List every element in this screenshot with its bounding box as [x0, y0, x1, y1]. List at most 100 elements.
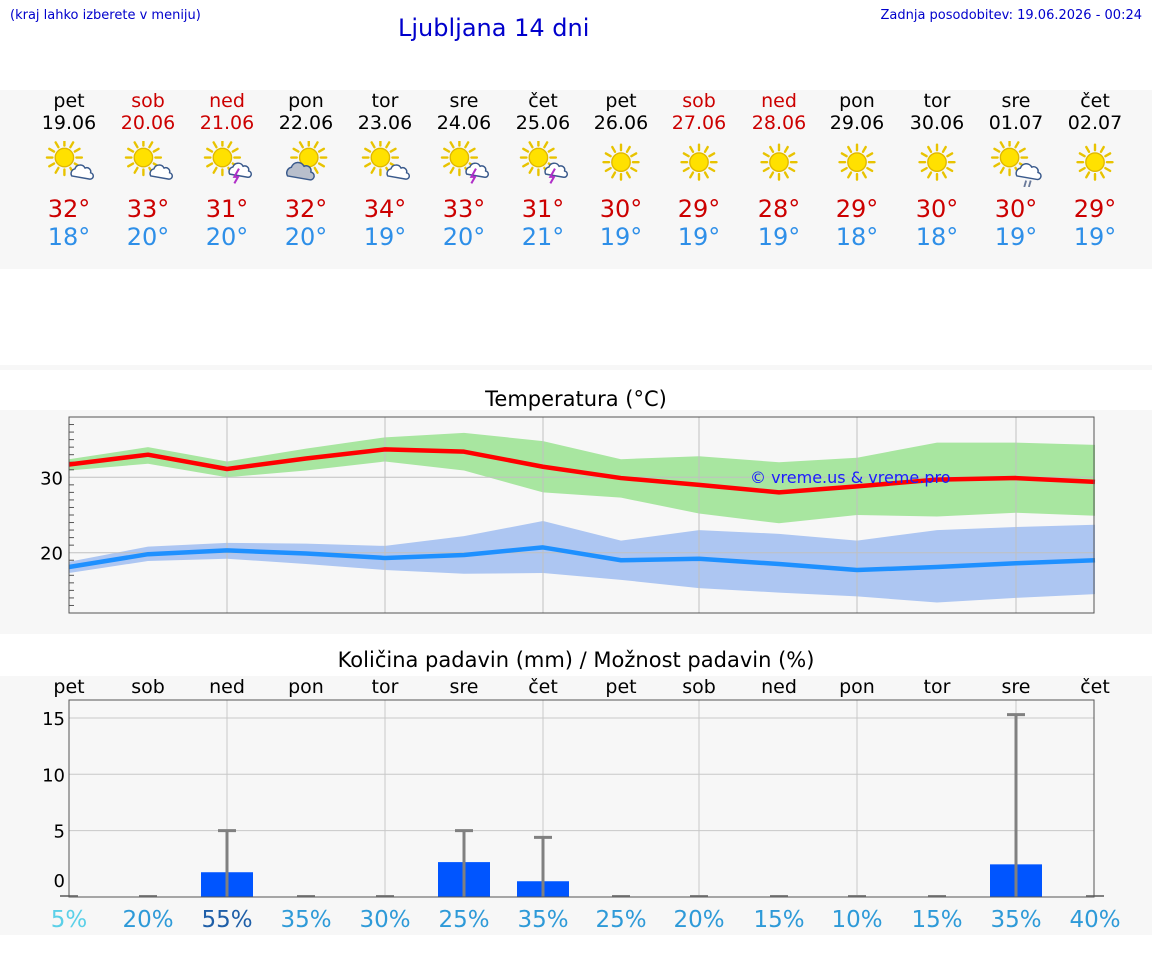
precip-probability-label: 5%	[51, 907, 88, 933]
precip-whisker	[455, 829, 473, 897]
day-name: ned	[761, 90, 797, 112]
precip-day-label: sob	[682, 676, 716, 698]
precip-day-label: čet	[1080, 676, 1110, 698]
precip-whisker	[218, 829, 236, 897]
day-name: čet	[1080, 90, 1110, 112]
day-date: 19.06	[41, 112, 97, 134]
page-title: Ljubljana 14 dni	[398, 14, 590, 42]
sun-grey-cloud-icon	[286, 141, 328, 181]
sun-icon	[602, 143, 640, 181]
max-temperature: 29°	[677, 195, 721, 223]
min-temperature: 19°	[994, 223, 1038, 251]
precip-day-label: sre	[1002, 676, 1031, 698]
sun-thunder-icon	[519, 141, 569, 184]
max-temperature: 30°	[994, 195, 1038, 223]
precip-y-tick-label: 0	[54, 871, 65, 892]
day-column: sob 27.06 29° 19°	[654, 90, 744, 251]
day-date: 28.06	[751, 112, 807, 134]
max-temperature: 33°	[442, 195, 486, 223]
last-updated: Zadnja posodobitev: 19.06.2026 - 00:24	[880, 8, 1142, 23]
precip-day-label: sre	[450, 676, 479, 698]
day-column: pet 26.06 30° 19°	[576, 90, 666, 251]
precip-probability-label: 35%	[280, 907, 331, 933]
precip-probability-label: 55%	[201, 907, 252, 933]
precip-y-tick-label: 15	[42, 709, 65, 730]
precip-probability-label: 25%	[438, 907, 489, 933]
precip-probability-label: 35%	[517, 907, 568, 933]
min-temperature-line	[68, 545, 1096, 573]
day-date: 27.06	[671, 112, 727, 134]
day-name: pet	[605, 90, 637, 112]
day-column: tor 23.06 34° 19°	[340, 90, 430, 251]
max-temperature: 30°	[599, 195, 643, 223]
day-date: 20.06	[120, 112, 176, 134]
min-temperature: 19°	[677, 223, 721, 251]
precip-whisker	[534, 835, 552, 897]
day-column: čet 25.06 31° 21°	[498, 90, 588, 251]
min-temperature: 19°	[363, 223, 407, 251]
day-date: 22.06	[278, 112, 334, 134]
max-temperature: 31°	[521, 195, 565, 223]
day-name: tor	[371, 90, 399, 112]
max-temperature: 34°	[363, 195, 407, 223]
precip-probability-label: 10%	[831, 907, 882, 933]
sun-cloud-icon	[124, 141, 174, 180]
max-temperature: 29°	[835, 195, 879, 223]
max-temperature: 28°	[757, 195, 801, 223]
sun-rain-cloud-icon	[990, 141, 1042, 187]
precip-probability-label: 20%	[122, 907, 173, 933]
precip-probability-label: 25%	[595, 907, 646, 933]
sun-icon	[760, 143, 798, 181]
precip-whisker	[1007, 713, 1025, 897]
day-name: sre	[449, 90, 479, 112]
day-date: 01.07	[988, 112, 1044, 134]
max-temperature: 30°	[915, 195, 959, 223]
precip-day-label: ned	[761, 676, 797, 698]
day-column: sre 24.06 33° 20°	[419, 90, 509, 251]
precip-probability-label: 15%	[753, 907, 804, 933]
temperature-chart: 20 30 © vreme.us & vreme.pro	[40, 416, 1096, 614]
precip-day-label: ned	[209, 676, 245, 698]
day-name: sob	[682, 90, 716, 112]
precip-day-label: tor	[924, 676, 951, 698]
daily-forecast-strip	[0, 90, 1152, 269]
sun-icon	[680, 143, 718, 181]
temperature-chart-title: Temperatura (°C)	[485, 387, 667, 411]
day-column: ned 21.06 31° 20°	[182, 90, 272, 251]
day-date: 26.06	[593, 112, 649, 134]
max-temperature: 33°	[126, 195, 170, 223]
day-date: 21.06	[199, 112, 255, 134]
sun-cloud-icon	[45, 141, 95, 180]
precip-day-label: sob	[131, 676, 165, 698]
day-name: tor	[923, 90, 951, 112]
day-date: 29.06	[829, 112, 885, 134]
day-date: 23.06	[357, 112, 413, 134]
precip-probability-label: 20%	[673, 907, 724, 933]
day-name: pet	[53, 90, 85, 112]
max-temperature: 31°	[205, 195, 249, 223]
min-temperature: 18°	[835, 223, 879, 251]
precip-probability-label: 40%	[1069, 907, 1120, 933]
day-column: tor 30.06 30° 18°	[892, 90, 982, 251]
header-hint[interactable]: (kraj lahko izberete v meniju)	[10, 8, 201, 23]
precip-probability-label: 15%	[911, 907, 962, 933]
precip-day-label: pon	[288, 676, 324, 698]
watermark: © vreme.us & vreme.pro	[750, 468, 951, 487]
precip-day-label: pet	[53, 676, 84, 698]
min-temperature: 20°	[126, 223, 170, 251]
sun-cloud-icon	[361, 141, 411, 180]
precipitation-chart: pet sob ned pon tor sre čet pet sob ned pon tor sre č…	[42, 676, 1120, 933]
y-tick-label: 30	[40, 468, 63, 489]
sun-thunder-icon	[440, 141, 490, 184]
precip-y-tick-label: 5	[54, 822, 65, 843]
min-temperature: 20°	[442, 223, 486, 251]
precip-day-label: pet	[605, 676, 636, 698]
day-column: pon 22.06 32° 20°	[261, 90, 351, 251]
sun-icon	[1076, 143, 1114, 181]
day-date: 30.06	[909, 112, 965, 134]
day-column: čet 02.07 29° 19°	[1050, 90, 1140, 251]
y-tick-label: 20	[40, 544, 63, 565]
precip-y-tick-label: 10	[42, 765, 65, 786]
day-date: 25.06	[515, 112, 571, 134]
min-temperature: 20°	[284, 223, 328, 251]
